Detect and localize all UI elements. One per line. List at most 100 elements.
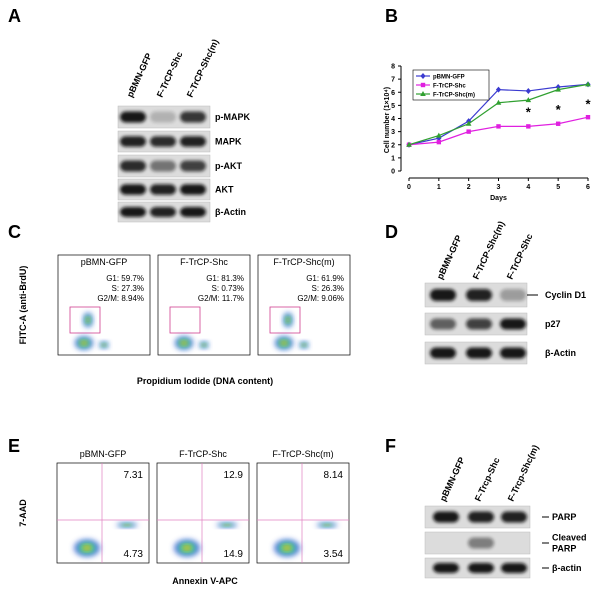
phase-text: S: 26.3% <box>312 284 344 293</box>
lane-label: pBMN-GFP <box>125 52 154 99</box>
panel-letter: F <box>385 436 396 456</box>
density-blob <box>84 546 90 550</box>
blot-band <box>180 160 206 172</box>
plot-frame <box>156 462 250 564</box>
phase-text: S: 27.3% <box>112 284 144 293</box>
band-label: PARP <box>552 512 576 522</box>
point <box>406 141 412 147</box>
x-tick-label: 0 <box>407 184 411 191</box>
blot-band <box>120 160 146 172</box>
x-tick-label: 1 <box>437 184 441 191</box>
density-blob <box>325 524 329 526</box>
plot-frame <box>256 462 350 564</box>
quadrant-value: 7.31 <box>124 470 144 481</box>
blot-band <box>150 160 176 172</box>
point <box>436 139 442 145</box>
blot-band <box>500 318 526 330</box>
lane-label: pBMN-GFP <box>438 456 467 503</box>
blot-band <box>500 289 526 301</box>
blot-band <box>468 511 494 523</box>
plot-title: pBMN-GFP <box>81 257 128 267</box>
band-label: AKT <box>215 185 234 195</box>
y-axis-label: Cell number (1×10⁴) <box>384 87 391 153</box>
legend-label: F-TrCP-Shc <box>433 84 466 90</box>
y-tick-label: 2 <box>391 142 395 149</box>
lane-label: F-Trcp-Shc(m) <box>506 443 541 503</box>
blot-band <box>430 318 456 330</box>
band-label: Cyclin D1 <box>545 290 586 300</box>
density-blob <box>203 344 205 346</box>
density-blob <box>87 319 89 321</box>
lane-label: F-TrCP-Shc(m) <box>185 38 221 99</box>
quadrant-value: 3.54 <box>324 549 344 560</box>
panel-letter: A <box>8 6 21 26</box>
point <box>420 82 426 88</box>
lane-label: pBMN-GFP <box>435 234 464 281</box>
plot-title: F-TrCP-Shc(m) <box>272 449 333 459</box>
phase-text: G1: 61.9% <box>306 274 344 283</box>
blot-band <box>433 563 459 573</box>
panel-letter: C <box>8 222 21 242</box>
panel-letter: D <box>385 222 398 242</box>
blot-band <box>150 111 176 123</box>
y-axis-label: FITC-A (anti-BrdU) <box>18 266 28 345</box>
density-blob <box>184 546 190 550</box>
point <box>495 86 502 93</box>
y-tick-label: 4 <box>391 116 395 123</box>
plot-title: pBMN-GFP <box>80 449 127 459</box>
phase-text: G2/M: 9.06% <box>297 294 344 303</box>
lane-label: F-TrCP-Shc(m) <box>471 220 507 281</box>
blot-band <box>433 511 459 523</box>
blot-band <box>500 347 526 359</box>
y-tick-label: 3 <box>391 129 395 136</box>
series-line <box>408 116 589 146</box>
lane-label: F-TrCP-Shc <box>155 50 185 99</box>
density-blob <box>103 344 105 346</box>
blot-band <box>180 207 206 217</box>
point <box>496 124 501 129</box>
density-blob <box>303 344 305 346</box>
band-label: MAPK <box>215 137 242 147</box>
band-label: p-AKT <box>215 161 242 171</box>
point <box>525 97 532 103</box>
blot-band <box>150 136 176 147</box>
blot-band <box>150 184 176 195</box>
quadrant-value: 12.9 <box>224 470 244 481</box>
y-tick-label: 6 <box>391 90 395 97</box>
panel-letter: E <box>8 436 20 456</box>
plot-title: F-TrCP-Shc <box>179 449 227 459</box>
band-label: β-actin <box>552 563 582 573</box>
point <box>525 87 531 94</box>
y-tick-label: 5 <box>391 103 395 110</box>
band-label: p-MAPK <box>215 112 250 122</box>
density-blob <box>225 524 229 526</box>
point <box>585 81 591 87</box>
y-tick-label: 0 <box>391 169 395 176</box>
gate <box>269 306 301 334</box>
blot-band <box>430 289 456 301</box>
x-tick-label: 3 <box>497 184 501 191</box>
band-label: PARP <box>552 544 576 554</box>
point <box>420 91 426 96</box>
annotation: * <box>526 105 532 120</box>
x-tick-label: 4 <box>526 184 530 191</box>
blot-band <box>180 184 206 195</box>
blot-band <box>466 318 492 330</box>
blot-band <box>501 511 527 523</box>
blot-band <box>466 347 492 359</box>
band-label: β-Actin <box>215 207 246 217</box>
blot-band <box>120 184 146 195</box>
point <box>555 121 561 126</box>
density-blob <box>82 341 86 345</box>
gate <box>169 306 201 334</box>
point <box>585 114 591 120</box>
y-tick-label: 8 <box>391 64 395 71</box>
quadrant-value: 14.9 <box>224 549 244 560</box>
point <box>436 132 442 138</box>
blot-band <box>120 136 146 147</box>
band-label: β-Actin <box>545 348 576 358</box>
band-label: Cleaved <box>552 533 587 543</box>
y-axis-label: 7-AAD <box>18 499 28 527</box>
blot-band <box>150 207 176 217</box>
